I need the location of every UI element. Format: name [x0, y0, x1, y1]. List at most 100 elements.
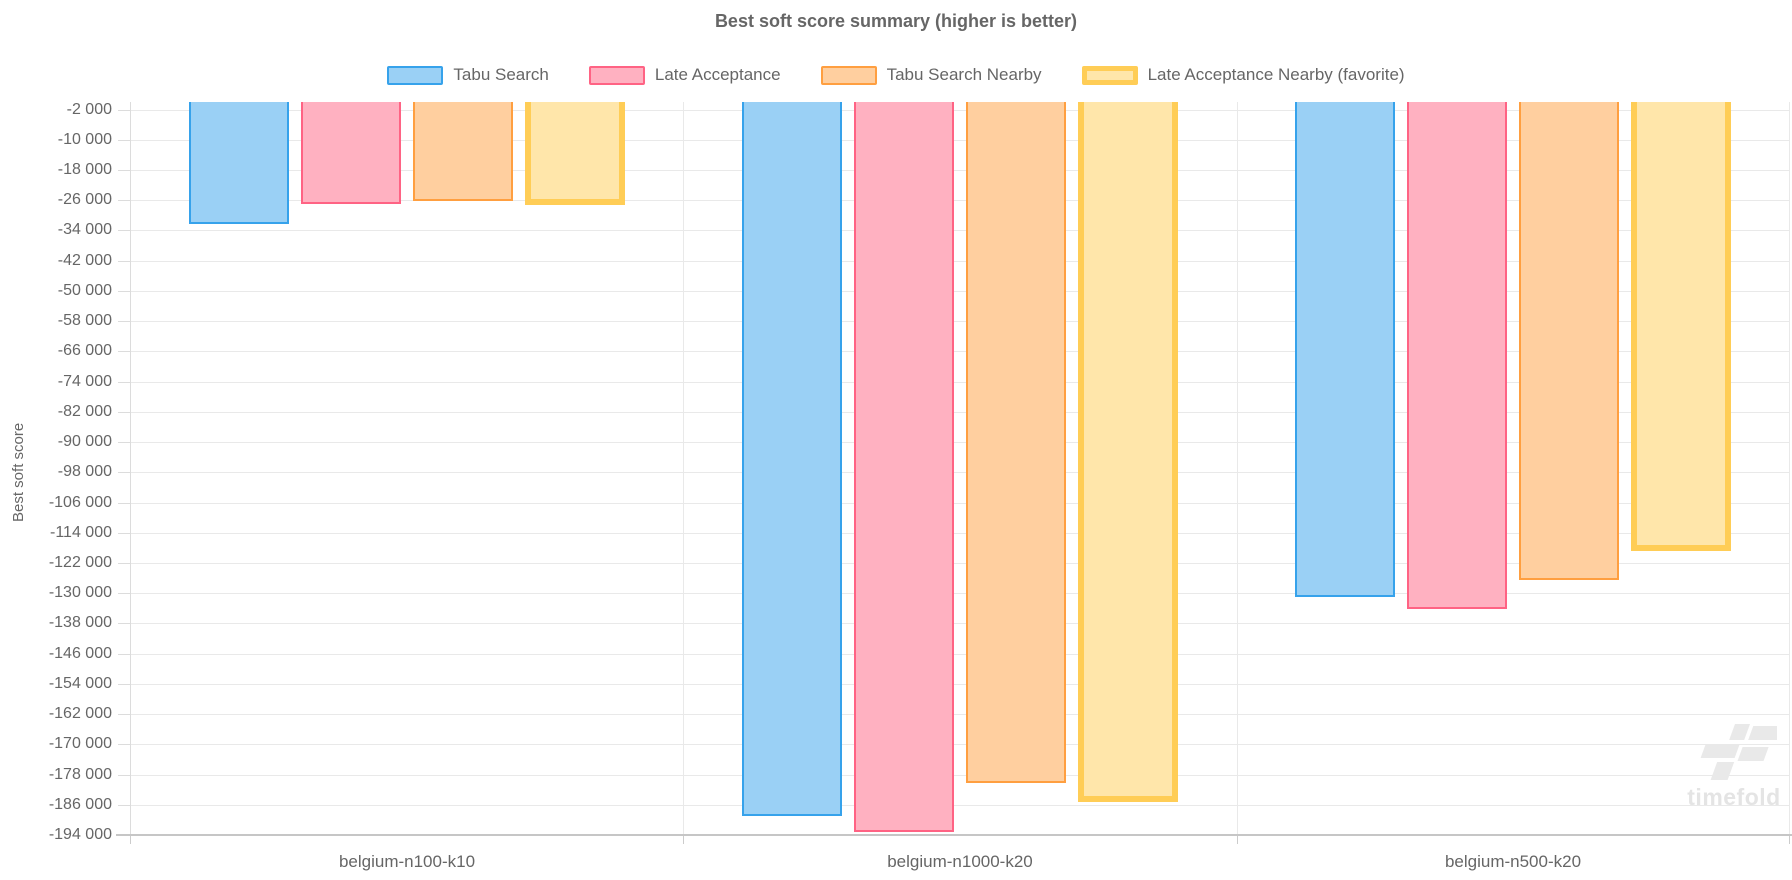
y-tick-label: -58 000 [57, 312, 112, 329]
y-tick-label: -34 000 [57, 221, 112, 238]
bar-tabu-search-nearby-belgium-n1000-k20[interactable] [966, 102, 1066, 783]
y-tick-label: -114 000 [50, 524, 112, 541]
y-tick-label: -18 000 [57, 161, 112, 178]
x-axis-line [116, 834, 1792, 836]
y-tick-label: -194 000 [48, 826, 112, 843]
x-tick-mark [130, 835, 131, 844]
legend-swatch-tabu-search-nearby [820, 65, 877, 85]
legend-item-tabu-search-nearby[interactable]: Tabu Search Nearby [820, 65, 1042, 85]
y-tick-label: -74 000 [57, 373, 112, 390]
legend-item-tabu-search[interactable]: Tabu Search [387, 65, 549, 85]
y-gridline [130, 291, 1790, 292]
y-tick-mark [118, 110, 130, 111]
y-tick-label: -146 000 [48, 645, 112, 662]
legend-swatch-late-acceptance-nearby-favorite [1081, 65, 1138, 85]
legend-label: Late Acceptance [654, 65, 781, 84]
y-tick-mark [118, 170, 130, 171]
watermark-text: timefold [1687, 784, 1781, 810]
y-gridline [130, 775, 1790, 776]
y-tick-label: -82 000 [57, 403, 112, 420]
bar-tabu-search-belgium-n1000-k20[interactable] [742, 102, 842, 816]
y-tick-mark [118, 503, 130, 504]
y-gridline [130, 503, 1790, 504]
y-tick-label: -98 000 [57, 463, 112, 480]
y-tick-mark [118, 623, 130, 624]
legend-item-late-acceptance[interactable]: Late Acceptance [588, 65, 781, 85]
y-tick-mark [118, 654, 130, 655]
y-tick-mark [118, 744, 130, 745]
y-tick-mark [118, 714, 130, 715]
bar-tabu-search-belgium-n100-k10[interactable] [189, 102, 289, 224]
y-gridline [130, 472, 1790, 473]
y-tick-label: -162 000 [48, 705, 112, 722]
bar-tabu-search-nearby-belgium-n500-k20[interactable] [1519, 102, 1619, 580]
y-gridline [130, 533, 1790, 534]
y-gridline [130, 170, 1790, 171]
y-tick-label: -50 000 [57, 282, 112, 299]
y-tick-mark [118, 321, 130, 322]
y-tick-label: -122 000 [48, 554, 112, 571]
y-tick-mark [118, 230, 130, 231]
bar-tabu-search-belgium-n500-k20[interactable] [1295, 102, 1395, 597]
bar-late-acceptance-belgium-n500-k20[interactable] [1407, 102, 1507, 609]
x-axis-label-belgium-n100-k10: belgium-n100-k10 [338, 852, 476, 871]
chart-title: Best soft score summary (higher is bette… [714, 11, 1078, 31]
category-boundary-line [1789, 102, 1790, 835]
y-gridline [130, 412, 1790, 413]
y-gridline [130, 321, 1790, 322]
y-gridline [130, 593, 1790, 594]
y-tick-mark [118, 775, 130, 776]
bar-tabu-search-nearby-belgium-n100-k10[interactable] [413, 102, 513, 201]
y-tick-label: -42 000 [57, 252, 112, 269]
y-gridline [130, 805, 1790, 806]
y-gridline [130, 200, 1790, 201]
x-tick-mark [1789, 835, 1790, 844]
category-boundary-line [1237, 102, 1238, 835]
y-tick-label: -26 000 [57, 191, 112, 208]
y-tick-mark [118, 412, 130, 413]
y-axis-line [130, 102, 131, 835]
y-gridline [130, 351, 1790, 352]
bar-late-acceptance-nearby-favorite-belgium-n1000-k20[interactable] [1078, 102, 1178, 802]
y-gridline [130, 230, 1790, 231]
y-tick-label: -138 000 [48, 614, 112, 631]
legend-label: Tabu Search Nearby [886, 65, 1042, 84]
y-tick-mark [118, 533, 130, 534]
y-tick-label: -130 000 [48, 584, 112, 601]
legend-label: Tabu Search [453, 65, 549, 84]
timefold-logo-icon [1700, 724, 1777, 780]
legend-item-late-acceptance-nearby-favorite[interactable]: Late Acceptance Nearby (favorite) [1081, 65, 1405, 85]
y-gridline [130, 714, 1790, 715]
y-gridline [130, 261, 1790, 262]
y-tick-label: -186 000 [48, 796, 112, 813]
bar-late-acceptance-nearby-favorite-belgium-n500-k20[interactable] [1631, 102, 1731, 551]
y-tick-mark [118, 261, 130, 262]
y-tick-label: -106 000 [48, 494, 112, 511]
y-tick-mark [118, 593, 130, 594]
y-tick-mark [118, 382, 130, 383]
x-tick-mark [1237, 835, 1238, 844]
y-gridline [130, 654, 1790, 655]
category-boundary-line [683, 102, 684, 835]
bar-late-acceptance-nearby-favorite-belgium-n100-k10[interactable] [525, 102, 625, 205]
bar-late-acceptance-belgium-n100-k10[interactable] [301, 102, 401, 204]
x-axis-label-belgium-n1000-k20: belgium-n1000-k20 [887, 852, 1033, 871]
bar-late-acceptance-belgium-n1000-k20[interactable] [854, 102, 954, 832]
watermark: timefold [1676, 724, 1792, 811]
y-tick-label: -170 000 [48, 735, 112, 752]
y-tick-label: -66 000 [57, 342, 112, 359]
y-tick-mark [118, 291, 130, 292]
y-tick-mark [118, 200, 130, 201]
legend-label: Late Acceptance Nearby (favorite) [1147, 65, 1405, 84]
y-gridline [130, 684, 1790, 685]
y-tick-label: -154 000 [48, 675, 112, 692]
x-tick-mark [683, 835, 684, 844]
y-tick-label: -10 000 [57, 131, 112, 148]
plot-area: -2 000 -10 000 -18 000 -26 000 -34 000 -42 00… [49, 101, 1792, 871]
x-axis-label-belgium-n500-k20: belgium-n500-k20 [1444, 852, 1582, 871]
y-tick-mark [118, 684, 130, 685]
y-tick-mark [118, 140, 130, 141]
y-gridline [130, 140, 1790, 141]
y-gridline [130, 744, 1790, 745]
y-tick-mark [118, 351, 130, 352]
